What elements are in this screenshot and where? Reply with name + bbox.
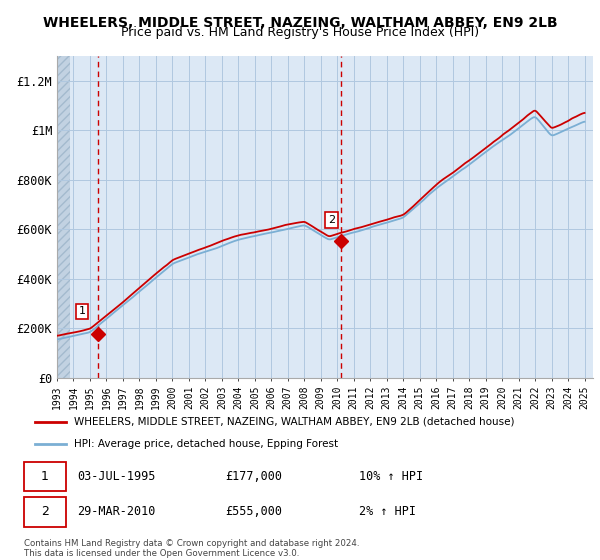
Text: 2: 2 <box>328 215 335 225</box>
Text: £177,000: £177,000 <box>225 470 282 483</box>
Text: 03-JUL-1995: 03-JUL-1995 <box>77 470 155 483</box>
Text: 2: 2 <box>41 505 49 519</box>
Text: 29-MAR-2010: 29-MAR-2010 <box>77 505 155 519</box>
Text: Price paid vs. HM Land Registry's House Price Index (HPI): Price paid vs. HM Land Registry's House … <box>121 26 479 39</box>
FancyBboxPatch shape <box>24 461 66 492</box>
Text: £555,000: £555,000 <box>225 505 282 519</box>
Text: WHEELERS, MIDDLE STREET, NAZEING, WALTHAM ABBEY, EN9 2LB (detached house): WHEELERS, MIDDLE STREET, NAZEING, WALTHA… <box>74 417 515 427</box>
Text: 1: 1 <box>41 470 49 483</box>
Text: WHEELERS, MIDDLE STREET, NAZEING, WALTHAM ABBEY, EN9 2LB: WHEELERS, MIDDLE STREET, NAZEING, WALTHA… <box>43 16 557 30</box>
Text: 2% ↑ HPI: 2% ↑ HPI <box>359 505 416 519</box>
Text: Contains HM Land Registry data © Crown copyright and database right 2024.
This d: Contains HM Land Registry data © Crown c… <box>24 539 359 558</box>
Text: 1: 1 <box>79 306 85 316</box>
FancyBboxPatch shape <box>24 497 66 527</box>
Text: HPI: Average price, detached house, Epping Forest: HPI: Average price, detached house, Eppi… <box>74 438 338 449</box>
Text: 10% ↑ HPI: 10% ↑ HPI <box>359 470 423 483</box>
